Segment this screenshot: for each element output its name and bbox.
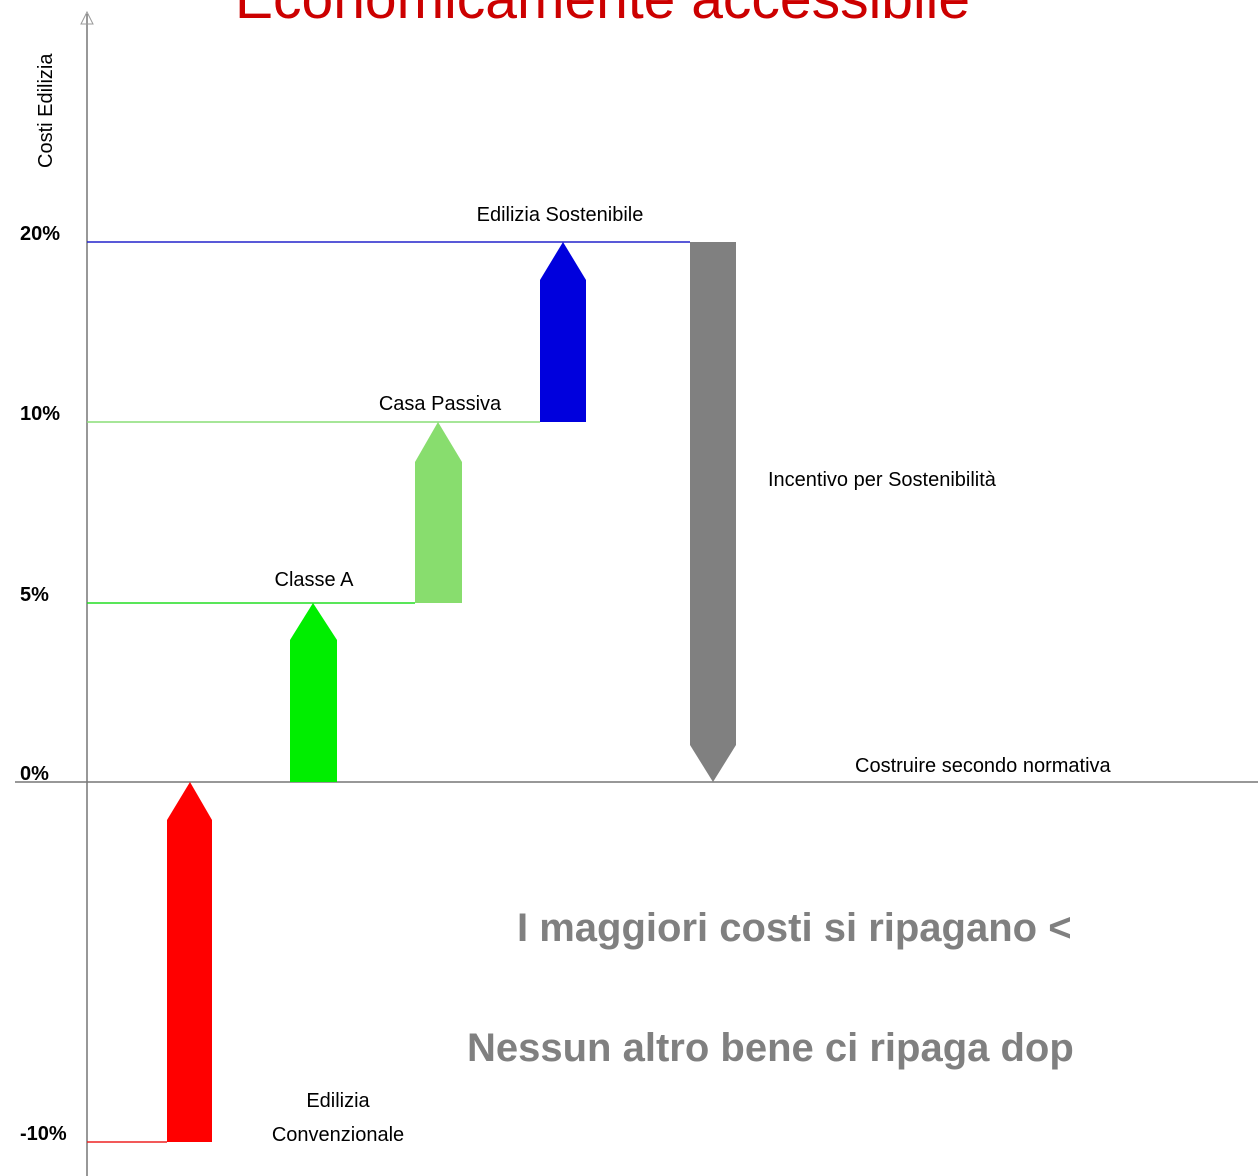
arrow [540, 242, 586, 422]
arrow [290, 603, 337, 782]
level-label: 20% [20, 223, 60, 245]
note: I maggiori costi si ripagano < [517, 906, 1072, 950]
level-label: -10% [20, 1123, 67, 1145]
step-label: Edilizia Sostenibile [477, 204, 644, 226]
arrow [415, 422, 462, 603]
step-label: Classe A [275, 569, 355, 591]
step-label: Convenzionale [272, 1124, 404, 1146]
title: Economicamente accessibile [235, 0, 970, 31]
arrow [690, 242, 736, 782]
level-label: 10% [20, 403, 60, 425]
arrow [167, 782, 212, 1142]
step-label: Edilizia [306, 1090, 370, 1112]
y-axis-arrow [80, 10, 94, 25]
baseline-label: Costruire secondo normativa [855, 755, 1112, 777]
level-label: 0% [20, 763, 49, 785]
y-axis-label: Costi Edilizia [35, 53, 57, 168]
level-label: 5% [20, 584, 49, 606]
note: Nessun altro bene ci ripaga dop [467, 1026, 1074, 1070]
incentive-label: Incentivo per Sostenibilità [768, 469, 997, 491]
step-label: Casa Passiva [379, 393, 502, 415]
